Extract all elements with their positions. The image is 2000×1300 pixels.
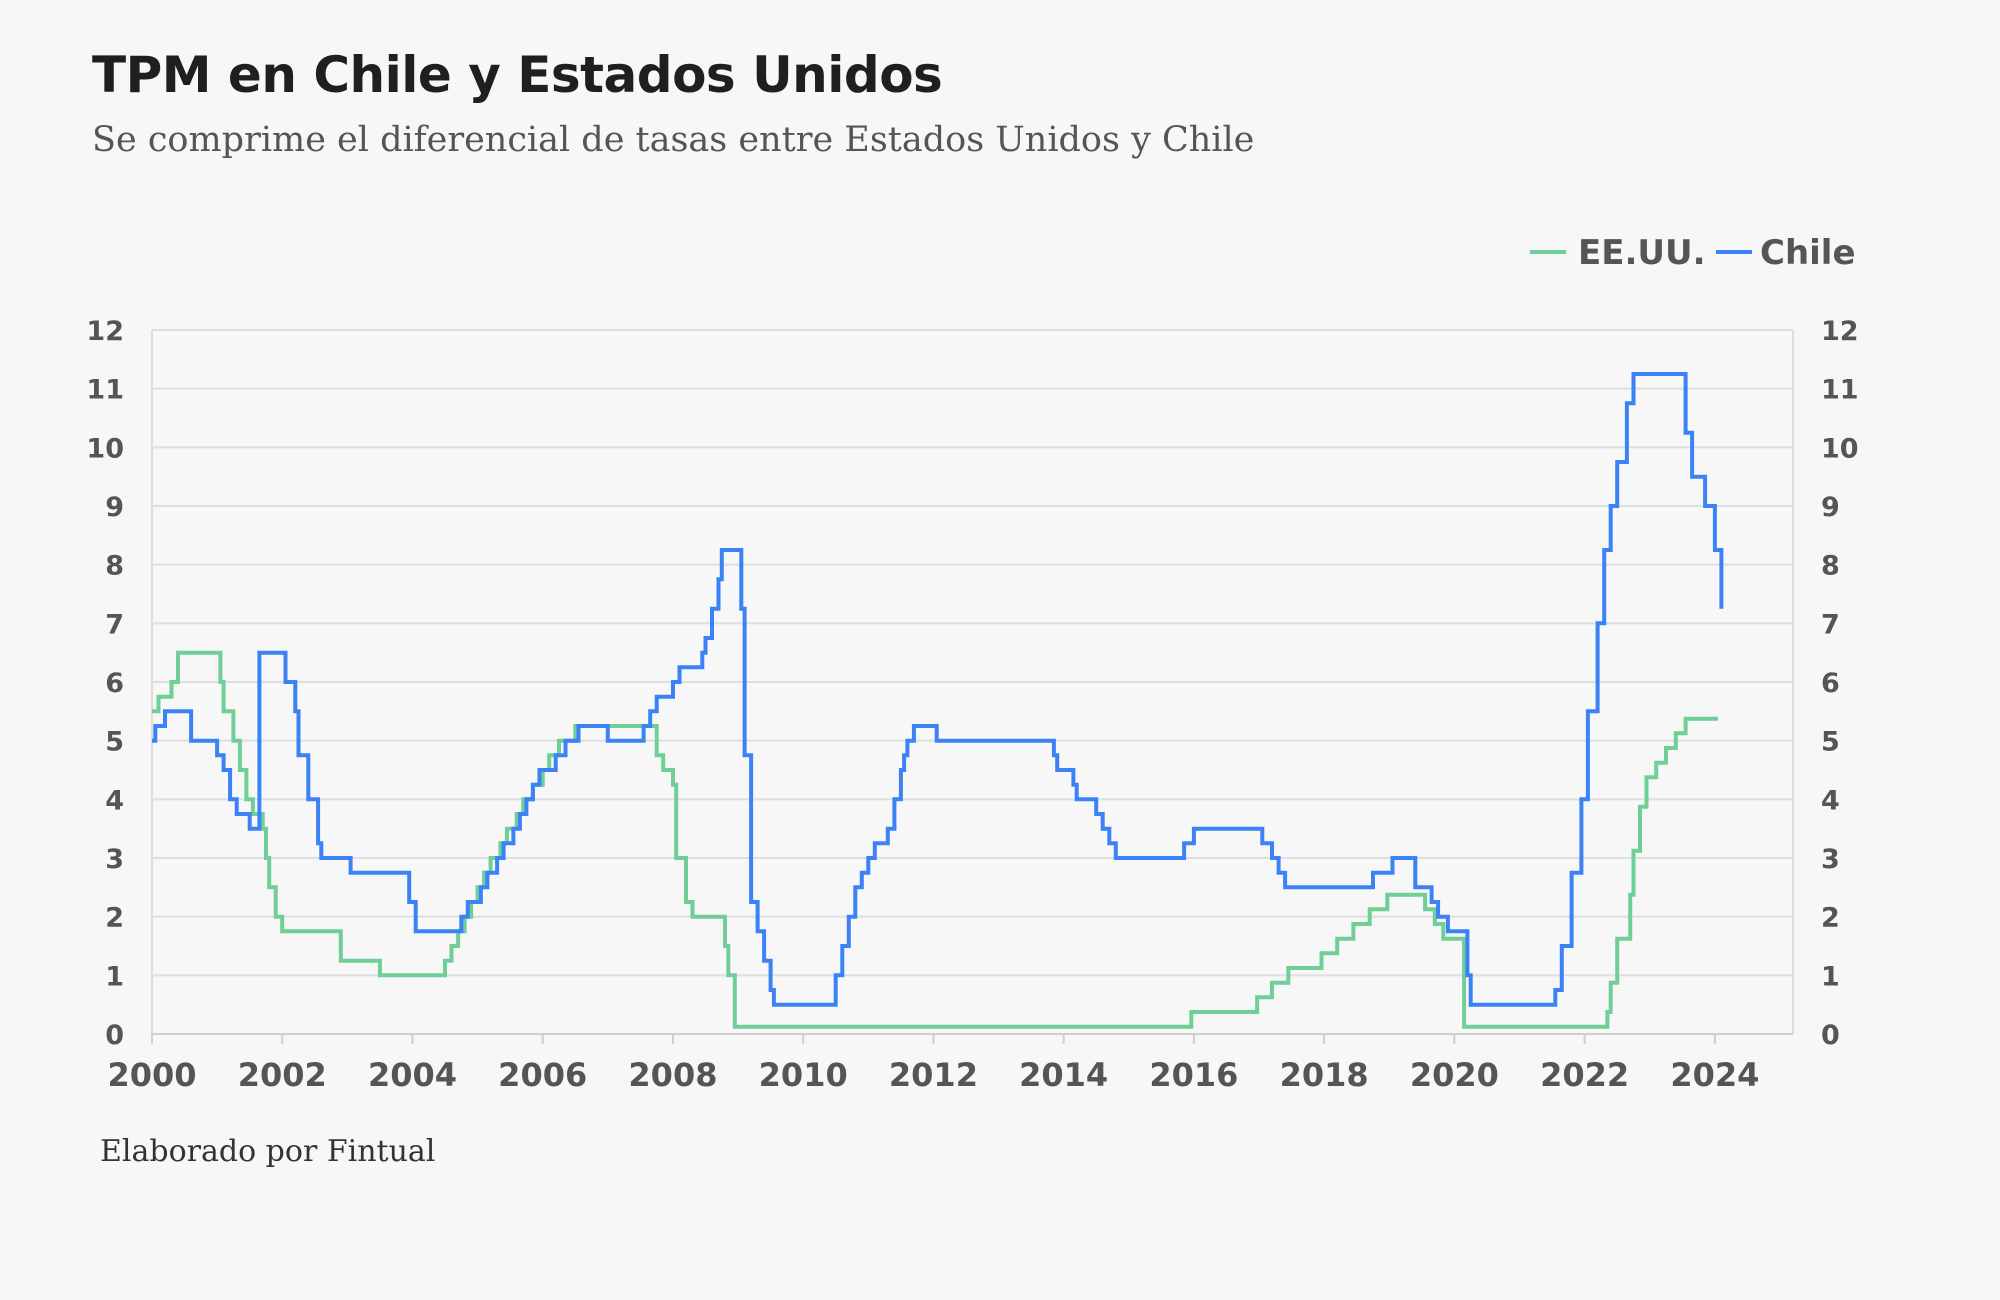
y-tick-label-right: 9 xyxy=(1821,492,1840,523)
x-tick-label: 2010 xyxy=(759,1056,848,1094)
y-tick-label-left: 10 xyxy=(86,433,124,464)
legend-label: Chile xyxy=(1760,233,1856,273)
y-tick-label-right: 2 xyxy=(1821,903,1840,934)
legend: EE.UU. Chile xyxy=(1530,233,1856,273)
y-tick-label-left: 9 xyxy=(105,492,124,523)
grid-lines xyxy=(151,329,1794,1035)
y-tick-label-right: 11 xyxy=(1821,375,1859,406)
y-tick-label-right: 5 xyxy=(1821,727,1840,758)
x-tick-label: 2006 xyxy=(498,1056,587,1094)
chart-title: TPM en Chile y Estados Unidos xyxy=(92,46,943,104)
x-tick-label: 2004 xyxy=(368,1056,457,1094)
legend-label: EE.UU. xyxy=(1578,233,1706,273)
y-tick-label-right: 8 xyxy=(1821,551,1840,582)
y-tick-label-right: 7 xyxy=(1821,609,1840,640)
x-tick-label: 2018 xyxy=(1280,1056,1369,1094)
y-tick-label-right: 4 xyxy=(1821,785,1840,816)
x-tick-label: 2016 xyxy=(1149,1056,1238,1094)
series-line-ee-uu xyxy=(152,650,1719,1029)
y-tick-label-left: 5 xyxy=(105,727,124,758)
y-tick-label-left: 8 xyxy=(105,551,124,582)
x-tick-label: 2008 xyxy=(628,1056,717,1094)
y-tick-label-right: 6 xyxy=(1821,668,1840,699)
chart-credit: Elaborado por Fintual xyxy=(100,1134,436,1169)
x-axis: 2000 2002 2004 2006 2008 2010 2012 2014 2016 2018… xyxy=(107,1034,1759,1094)
y-tick-label-right: 1 xyxy=(1821,961,1840,992)
y-tick-label-left: 7 xyxy=(105,609,124,640)
y-tick-label-left: 4 xyxy=(105,785,124,816)
x-tick-label: 2020 xyxy=(1410,1056,1499,1094)
y-tick-label-left: 1 xyxy=(105,961,124,992)
y-tick-label-left: 11 xyxy=(86,375,124,406)
y-tick-label-left: 2 xyxy=(105,903,124,934)
y-tick-label-right: 10 xyxy=(1821,433,1859,464)
y-tick-label-left: 0 xyxy=(105,1020,124,1051)
y-tick-label-right: 12 xyxy=(1821,316,1859,347)
y-tick-label-right: 3 xyxy=(1821,844,1840,875)
y-tick-label-left: 3 xyxy=(105,844,124,875)
chart-subtitle: Se comprime el diferencial de tasas entr… xyxy=(92,120,1255,160)
series-line-chile xyxy=(152,372,1724,1007)
x-tick-label: 2022 xyxy=(1540,1056,1629,1094)
x-tick-label: 2024 xyxy=(1670,1056,1759,1094)
x-tick-label: 2012 xyxy=(889,1056,978,1094)
x-tick-label: 2014 xyxy=(1019,1056,1108,1094)
series-lines xyxy=(152,372,1724,1029)
y-tick-label-left: 12 xyxy=(86,316,124,347)
x-tick-label: 2002 xyxy=(238,1056,327,1094)
y-tick-label-right: 0 xyxy=(1821,1020,1840,1051)
y-tick-label-left: 6 xyxy=(105,668,124,699)
x-tick-label: 2000 xyxy=(107,1056,196,1094)
